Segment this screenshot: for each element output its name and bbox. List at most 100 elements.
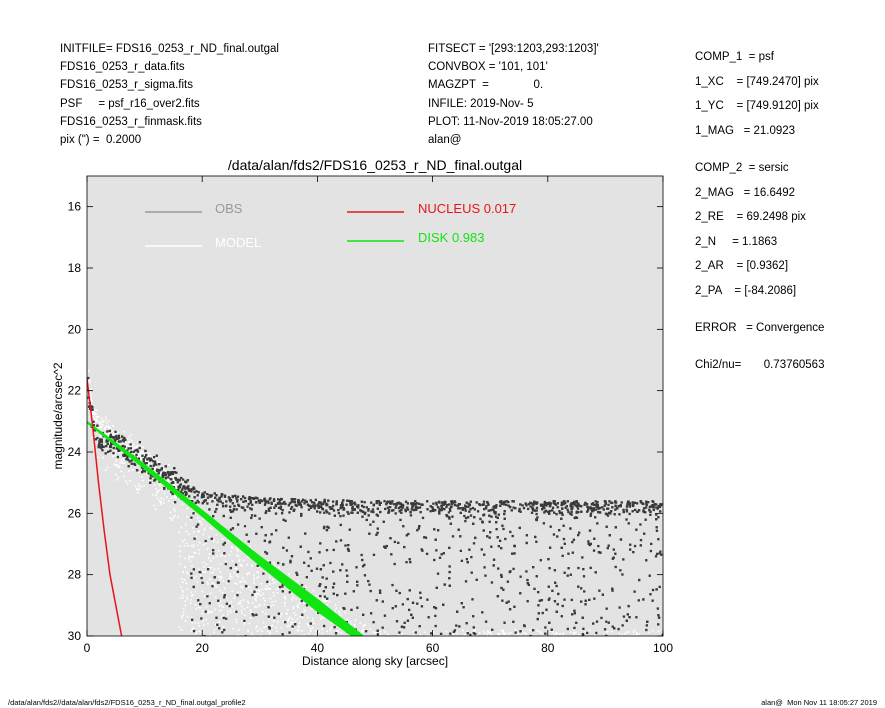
model-point: [269, 588, 272, 590]
model-point: [607, 650, 609, 652]
model-point: [476, 648, 478, 650]
obs-point: [584, 603, 587, 606]
model-point: [208, 566, 210, 569]
model-point: [203, 529, 205, 532]
obs-point: [391, 500, 394, 503]
obs-point: [390, 509, 394, 512]
model-point: [249, 617, 252, 619]
model-point: [645, 644, 647, 646]
model-point: [119, 461, 122, 464]
model-point: [322, 616, 325, 618]
model-point: [291, 598, 293, 601]
model-point: [411, 647, 413, 649]
model-point: [194, 513, 196, 515]
obs-point: [281, 509, 284, 512]
model-point: [516, 644, 518, 646]
model-point: [206, 623, 209, 625]
model-point: [235, 647, 237, 649]
model-point: [362, 643, 364, 645]
model-point: [331, 634, 334, 636]
model-point: [258, 594, 261, 596]
model-point: [271, 644, 273, 646]
obs-point: [263, 539, 266, 542]
obs-point: [491, 628, 494, 631]
obs-point: [567, 567, 570, 570]
model-point: [157, 473, 160, 476]
obs-point: [348, 499, 351, 503]
model-point: [340, 608, 343, 611]
obs-point: [547, 502, 550, 505]
model-point: [251, 564, 254, 566]
obs-point: [251, 613, 254, 616]
obs-point: [294, 623, 297, 626]
obs-point: [543, 500, 547, 504]
model-point: [101, 421, 104, 423]
obs-point: [441, 638, 443, 640]
obs-point: [304, 532, 307, 535]
model-point: [497, 638, 499, 640]
model-point: [137, 488, 139, 491]
obs-point: [369, 612, 373, 615]
obs-point: [361, 558, 364, 562]
model-point: [158, 461, 160, 463]
obs-point: [489, 509, 492, 512]
model-point: [456, 647, 458, 649]
model-point: [354, 644, 356, 646]
model-point: [219, 577, 221, 579]
model-point: [299, 616, 301, 618]
model-point: [224, 555, 226, 558]
obs-point: [361, 515, 364, 518]
obs-point: [218, 497, 221, 500]
model-point: [236, 642, 238, 644]
model-point: [208, 553, 211, 555]
obs-point: [228, 497, 231, 500]
model-point: [217, 567, 220, 570]
obs-point: [520, 639, 522, 641]
model-point: [321, 632, 324, 635]
obs-point: [507, 600, 510, 603]
model-point: [636, 638, 638, 640]
model-point: [276, 592, 279, 594]
model-point: [160, 503, 162, 506]
model-point: [329, 629, 332, 632]
model-point: [117, 432, 119, 434]
model-point: [231, 605, 234, 608]
model-point: [341, 637, 343, 639]
obs-point: [100, 446, 103, 450]
model-point: [222, 580, 225, 582]
model-point: [241, 652, 243, 654]
obs-point: [555, 584, 558, 588]
model-point: [318, 630, 321, 633]
obs-point: [575, 501, 578, 504]
model-point: [460, 649, 462, 651]
obs-point: [420, 548, 423, 551]
obs-point: [650, 542, 653, 546]
obs-point: [122, 454, 126, 457]
model-point: [100, 429, 102, 431]
model-point: [190, 599, 192, 601]
obs-point: [191, 618, 194, 621]
obs-point: [406, 508, 410, 511]
model-point: [255, 599, 257, 602]
obs-point: [545, 608, 548, 611]
obs-point: [571, 503, 574, 506]
obs-point: [547, 585, 550, 588]
model-point: [185, 642, 187, 644]
model-point: [264, 599, 266, 602]
model-point: [324, 600, 326, 603]
model-point: [365, 649, 367, 651]
model-point: [244, 621, 246, 624]
model-point: [204, 527, 206, 530]
obs-point: [370, 501, 373, 504]
model-point: [311, 626, 314, 629]
model-point: [423, 631, 426, 634]
model-point: [504, 647, 506, 649]
model-point: [211, 646, 213, 648]
obs-point: [123, 436, 126, 440]
model-point: [201, 570, 204, 573]
model-point: [501, 629, 504, 632]
model-point: [151, 466, 153, 469]
model-point: [388, 642, 390, 644]
obs-point: [372, 503, 376, 506]
model-point: [203, 565, 205, 568]
